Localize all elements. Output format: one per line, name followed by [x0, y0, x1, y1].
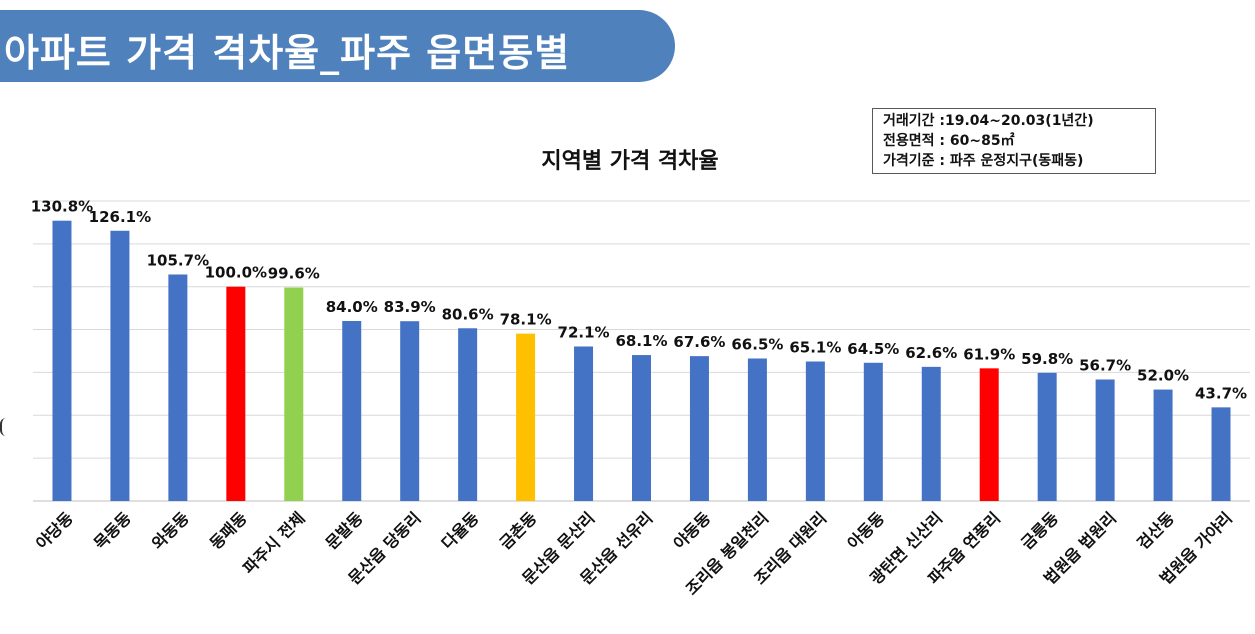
data-label: 80.6%: [442, 305, 494, 323]
title-banner: 아파트 가격 격차율_파주 읍면동별: [0, 10, 675, 82]
data-label: 78.1%: [500, 311, 552, 329]
bar: [979, 368, 999, 501]
page-title: 아파트 가격 격차율_파주 읍면동별: [4, 31, 571, 75]
data-label: 65.1%: [789, 338, 841, 356]
data-label: 59.8%: [1021, 350, 1073, 368]
data-label: 83.9%: [384, 298, 436, 316]
bar: [689, 356, 709, 501]
info-basis: 가격기준 : 파주 운정지구(동패동): [883, 153, 1084, 169]
bar: [632, 355, 651, 501]
bar: [747, 358, 767, 501]
data-label: 84.0%: [326, 298, 378, 316]
category-label: 야당동: [32, 508, 77, 553]
data-label: 67.6%: [673, 333, 725, 351]
category-label: 야동동: [670, 508, 715, 553]
data-label: 130.8%: [31, 198, 93, 216]
bar: [805, 361, 825, 501]
bars: [52, 220, 1231, 501]
bar: [168, 274, 188, 501]
data-label: 68.1%: [615, 332, 667, 350]
bar: [458, 328, 478, 501]
info-area: 전용면적 : 60~85㎡: [883, 133, 1015, 149]
category-label: 파주시 전체: [239, 508, 308, 577]
info-period: 거래기간 :19.04~20.03(1년간): [883, 113, 1094, 129]
bar: [516, 333, 536, 501]
data-label: 52.0%: [1137, 367, 1189, 385]
bar: [1037, 372, 1057, 501]
data-label: 126.1%: [89, 208, 151, 226]
bar: [110, 230, 130, 501]
category-label: 와동동: [148, 508, 193, 553]
category-label: 금촌동: [496, 508, 541, 553]
category-label: 동패동: [206, 508, 251, 553]
category-label: 문발동: [322, 508, 367, 553]
bar: [574, 346, 594, 501]
data-label: 62.6%: [905, 344, 957, 362]
bar: [400, 321, 420, 501]
category-label: 목동동: [90, 508, 135, 553]
bar: [52, 220, 72, 501]
data-label: 64.5%: [847, 340, 899, 358]
bar: [1095, 379, 1115, 501]
data-label: 99.6%: [268, 265, 320, 283]
data-label: 43.7%: [1195, 384, 1247, 402]
bar: [284, 287, 304, 501]
category-label: 아동동: [843, 508, 888, 553]
data-label: 66.5%: [731, 335, 783, 353]
bar: [863, 362, 883, 501]
bar: [226, 286, 246, 501]
data-label: 56.7%: [1079, 356, 1131, 374]
category-label: 금릉동: [1017, 508, 1062, 553]
bar: [1153, 389, 1173, 501]
info-box: 거래기간 :19.04~20.03(1년간) 전용면적 : 60~85㎡ 가격기…: [872, 108, 1156, 174]
category-label: 다율동: [438, 508, 483, 553]
bar: [1211, 407, 1231, 501]
data-label: 72.1%: [558, 323, 610, 341]
category-label: 검산동: [1133, 508, 1178, 553]
bar: [342, 320, 362, 501]
data-label: 105.7%: [147, 251, 209, 269]
data-label: 61.9%: [963, 345, 1015, 363]
bar: [921, 366, 941, 501]
data-label: 100.0%: [205, 264, 267, 282]
chart-title: 지역별 가격 격차율: [541, 149, 719, 174]
left-edge-mark: [0, 418, 6, 436]
